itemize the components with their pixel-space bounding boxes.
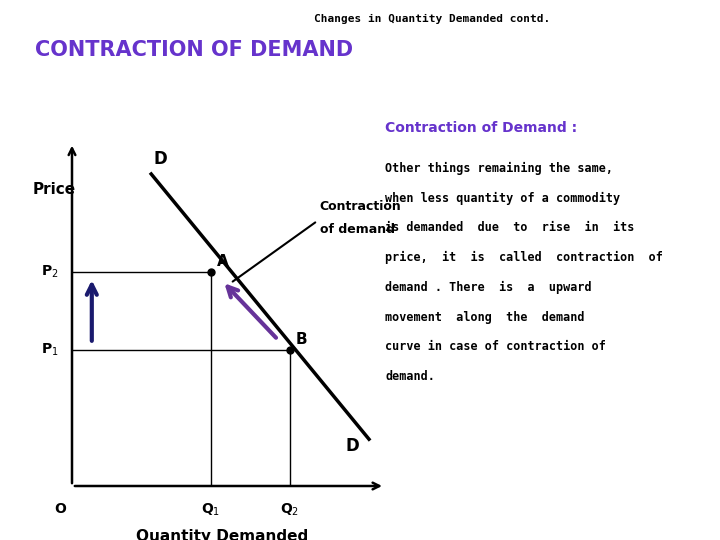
Text: demand.: demand. [385, 370, 435, 383]
Text: price,  it  is  called  contraction  of: price, it is called contraction of [385, 251, 663, 264]
Text: when less quantity of a commodity: when less quantity of a commodity [385, 192, 621, 205]
Text: Contraction of Demand :: Contraction of Demand : [385, 122, 577, 136]
Text: demand . There  is  a  upward: demand . There is a upward [385, 281, 592, 294]
Text: movement  along  the  demand: movement along the demand [385, 310, 585, 323]
Text: Changes in Quantity Demanded contd.: Changes in Quantity Demanded contd. [314, 14, 550, 24]
Text: CONTRACTION OF DEMAND: CONTRACTION OF DEMAND [35, 40, 354, 60]
Text: D: D [153, 150, 167, 168]
Text: Q$_1$: Q$_1$ [201, 502, 220, 518]
Text: P$_2$: P$_2$ [40, 264, 58, 280]
Text: curve in case of contraction of: curve in case of contraction of [385, 340, 606, 353]
Text: is demanded  due  to  rise  in  its: is demanded due to rise in its [385, 221, 634, 234]
Text: A: A [217, 254, 228, 268]
Text: O: O [54, 502, 66, 516]
Text: Price: Price [32, 182, 76, 197]
Text: Other things remaining the same,: Other things remaining the same, [385, 162, 613, 175]
Text: Q$_2$: Q$_2$ [280, 502, 300, 518]
Text: Contraction: Contraction [320, 200, 401, 213]
Text: D: D [346, 437, 359, 455]
Text: P$_1$: P$_1$ [40, 341, 58, 357]
Text: Quantity Demanded: Quantity Demanded [136, 529, 309, 540]
Text: B: B [296, 332, 307, 347]
Text: of demand: of demand [320, 224, 395, 237]
